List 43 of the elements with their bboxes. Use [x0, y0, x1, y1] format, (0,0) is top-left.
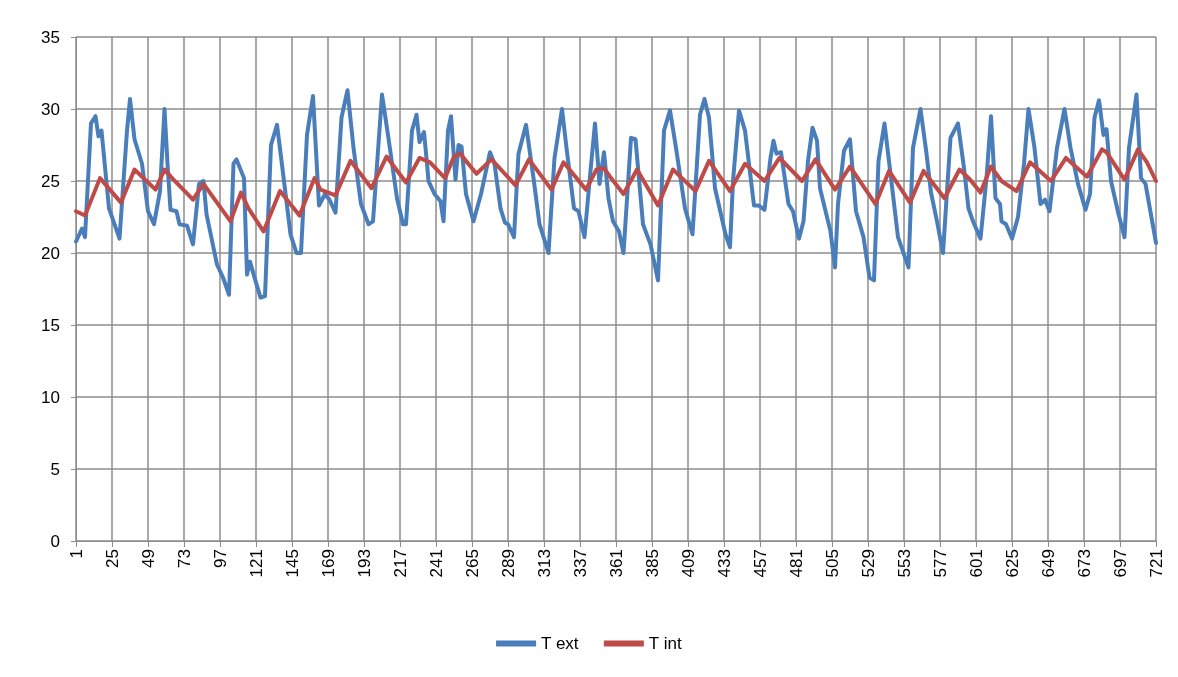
y-tick-label: 35 [41, 27, 60, 47]
x-tick-label: 433 [714, 549, 734, 578]
legend-label: T ext [541, 634, 579, 653]
x-tick-label: 577 [930, 549, 950, 578]
x-tick-label: 697 [1110, 549, 1130, 578]
x-tick-label: 649 [1038, 549, 1058, 578]
y-tick-label: 15 [41, 315, 60, 335]
x-tick-label: 73 [174, 549, 194, 568]
x-tick-label: 169 [318, 549, 338, 578]
x-tick-label: 673 [1074, 549, 1094, 578]
x-tick-label: 457 [750, 549, 770, 578]
y-tick-label: 30 [41, 99, 60, 119]
y-tick-label: 0 [50, 531, 60, 551]
line-series [74, 147, 1158, 234]
x-tick-label: 49 [138, 549, 158, 568]
x-tick-label: 553 [894, 549, 914, 578]
x-tick-label: 1 [66, 549, 86, 559]
x-tick-label: 97 [210, 549, 230, 568]
y-tick-label: 25 [41, 171, 60, 191]
x-tick-label: 313 [534, 549, 554, 578]
x-tick-label: 505 [822, 549, 842, 578]
x-tick-label: 289 [498, 549, 518, 578]
x-tick-label: 25 [102, 549, 122, 568]
legend-label: T int [648, 634, 682, 653]
x-tick-label: 265 [462, 549, 482, 578]
x-tick-label: 217 [390, 549, 410, 578]
x-tick-label: 361 [606, 549, 626, 578]
x-tick-label: 721 [1146, 549, 1166, 578]
x-tick-label: 601 [966, 549, 986, 578]
x-tick-label: 481 [786, 549, 806, 578]
x-tick-label: 409 [678, 549, 698, 578]
y-tick-label: 20 [41, 243, 60, 263]
line-series [74, 88, 1158, 300]
x-tick-label: 241 [426, 549, 446, 578]
x-tick-label: 625 [1002, 549, 1022, 578]
y-tick-label: 10 [41, 387, 60, 407]
x-tick-label: 337 [570, 549, 590, 578]
y-tick-label: 5 [50, 459, 60, 479]
x-tick-label: 529 [858, 549, 878, 578]
x-tick-label: 385 [642, 549, 662, 578]
x-tick-label: 121 [246, 549, 266, 578]
x-tick-label: 193 [354, 549, 374, 578]
x-tick-label: 145 [282, 549, 302, 578]
